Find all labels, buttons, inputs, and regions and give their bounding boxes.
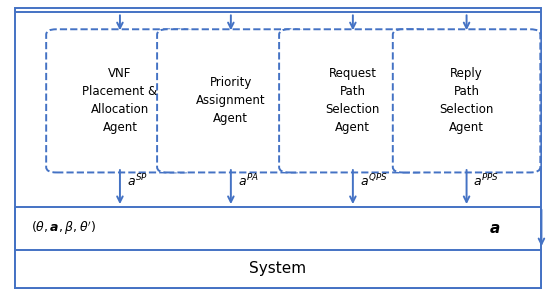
FancyBboxPatch shape xyxy=(279,29,426,173)
Text: Reply
Path
Selection
Agent: Reply Path Selection Agent xyxy=(439,67,494,134)
FancyBboxPatch shape xyxy=(157,29,305,173)
FancyBboxPatch shape xyxy=(393,29,540,173)
Text: $a^{PA}$: $a^{PA}$ xyxy=(237,173,259,189)
Text: Priority
Assignment
Agent: Priority Assignment Agent xyxy=(196,76,266,126)
Bar xyxy=(14,250,542,288)
Text: System: System xyxy=(250,261,306,276)
Text: $a^{PPS}$: $a^{PPS}$ xyxy=(473,173,499,189)
Text: $\boldsymbol{a}$: $\boldsymbol{a}$ xyxy=(489,221,500,236)
Text: $(\theta, \boldsymbol{a}, \beta, \theta')$: $(\theta, \boldsymbol{a}, \beta, \theta'… xyxy=(31,220,97,237)
Text: $a^{QPS}$: $a^{QPS}$ xyxy=(360,173,387,189)
Text: Request
Path
Selection
Agent: Request Path Selection Agent xyxy=(326,67,380,134)
Text: VNF
Placement &
Allocation
Agent: VNF Placement & Allocation Agent xyxy=(82,67,157,134)
FancyBboxPatch shape xyxy=(46,29,193,173)
Text: $a^{SP}$: $a^{SP}$ xyxy=(127,173,148,189)
